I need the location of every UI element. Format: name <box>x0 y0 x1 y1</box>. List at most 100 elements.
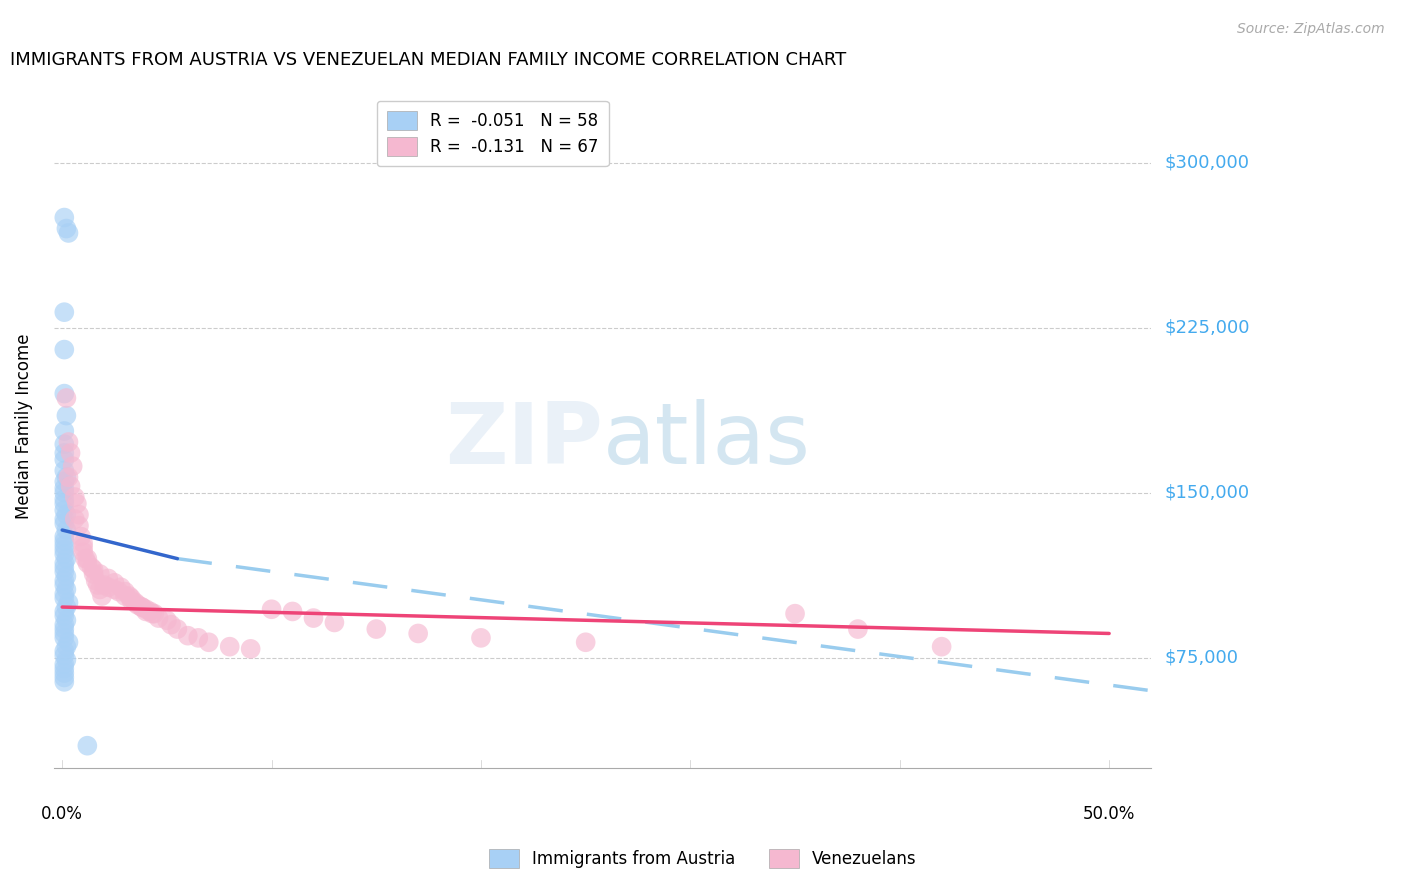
Point <box>323 615 346 630</box>
Point <box>58 435 80 450</box>
Point <box>53 644 76 658</box>
Point <box>55 653 77 667</box>
Point <box>84 574 107 588</box>
Point <box>53 386 76 401</box>
Point <box>53 446 76 460</box>
Point <box>53 631 76 645</box>
Text: $150,000: $150,000 <box>1166 483 1250 501</box>
Point <box>53 542 76 557</box>
Point <box>58 635 80 649</box>
Point <box>53 626 76 640</box>
Point <box>931 640 953 654</box>
Point <box>103 582 125 597</box>
Point <box>72 545 94 559</box>
Point <box>53 591 76 606</box>
Point <box>53 657 76 672</box>
Point <box>187 631 209 645</box>
Point <box>260 602 283 616</box>
Point <box>197 635 219 649</box>
Point <box>281 604 304 618</box>
Point <box>53 666 76 681</box>
Point <box>53 343 76 357</box>
Point <box>97 580 120 594</box>
Point <box>53 547 76 561</box>
Point <box>75 551 97 566</box>
Point <box>177 629 200 643</box>
Text: $300,000: $300,000 <box>1166 153 1250 171</box>
Point <box>67 518 90 533</box>
Point <box>53 674 76 689</box>
Point <box>156 613 179 627</box>
Point <box>59 479 82 493</box>
Point <box>135 604 157 618</box>
Point <box>141 607 163 621</box>
Point <box>63 512 86 526</box>
Point <box>53 485 76 500</box>
Point <box>53 503 76 517</box>
Point <box>55 600 77 615</box>
Point <box>93 578 115 592</box>
Point <box>124 596 146 610</box>
Point <box>59 446 82 460</box>
Point <box>83 567 105 582</box>
Point <box>53 211 76 225</box>
Text: ZIP: ZIP <box>444 399 602 482</box>
Point <box>63 490 86 504</box>
Point <box>76 739 98 753</box>
Point <box>55 523 77 537</box>
Text: IMMIGRANTS FROM AUSTRIA VS VENEZUELAN MEDIAN FAMILY INCOME CORRELATION CHART: IMMIGRANTS FROM AUSTRIA VS VENEZUELAN ME… <box>10 51 846 69</box>
Point <box>783 607 806 621</box>
Point <box>53 671 76 685</box>
Point <box>55 582 77 597</box>
Point <box>103 575 125 590</box>
Text: $225,000: $225,000 <box>1166 318 1250 336</box>
Text: 0.0%: 0.0% <box>41 805 83 823</box>
Text: Source: ZipAtlas.com: Source: ZipAtlas.com <box>1237 22 1385 37</box>
Point <box>127 598 149 612</box>
Text: atlas: atlas <box>602 399 810 482</box>
Point <box>53 475 76 489</box>
Point <box>80 560 103 574</box>
Point <box>53 578 76 592</box>
Point <box>53 574 76 588</box>
Point <box>239 641 262 656</box>
Point <box>53 622 76 636</box>
Point <box>76 551 98 566</box>
Point <box>53 662 76 676</box>
Point <box>55 613 77 627</box>
Point <box>118 589 141 603</box>
Point <box>91 589 114 603</box>
Point <box>67 508 90 522</box>
Point <box>53 560 76 574</box>
Point <box>58 470 80 484</box>
Point <box>110 580 132 594</box>
Point <box>114 584 136 599</box>
Point <box>55 221 77 235</box>
Point <box>53 492 76 507</box>
Point <box>302 611 325 625</box>
Point <box>55 470 77 484</box>
Point <box>107 584 129 599</box>
Point <box>55 409 77 423</box>
Point <box>53 512 76 526</box>
Point <box>62 459 84 474</box>
Point <box>53 516 76 531</box>
Point <box>53 452 76 467</box>
Point <box>53 565 76 579</box>
Point <box>83 563 105 577</box>
Point <box>53 464 76 478</box>
Point <box>366 622 388 636</box>
Point <box>53 604 76 618</box>
Point <box>53 587 76 601</box>
Point <box>143 607 166 621</box>
Point <box>89 567 111 582</box>
Legend: Immigrants from Austria, Venezuelans: Immigrants from Austria, Venezuelans <box>482 842 924 875</box>
Point <box>53 538 76 552</box>
Point <box>218 640 240 654</box>
Point <box>55 640 77 654</box>
Point <box>55 508 77 522</box>
Point <box>72 541 94 555</box>
Point <box>406 626 429 640</box>
Point <box>135 602 157 616</box>
Point <box>72 536 94 550</box>
